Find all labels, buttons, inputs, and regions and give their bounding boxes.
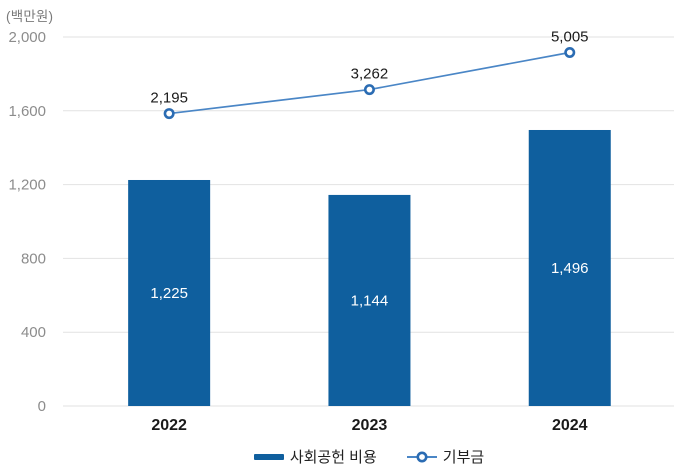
bar-swatch-icon bbox=[253, 453, 284, 460]
x-axis-label-2022: 2022 bbox=[151, 417, 187, 434]
donation-line bbox=[169, 51, 570, 115]
line-marker bbox=[564, 46, 576, 58]
line-series: 2,195 3,262 5,005 bbox=[150, 28, 589, 120]
legend-label-donation: 기부금 bbox=[442, 449, 485, 466]
line-value-label: 5,005 bbox=[551, 28, 589, 45]
line-value-label: 3,262 bbox=[351, 66, 389, 83]
bar-2024 bbox=[528, 129, 611, 406]
bar-2023 bbox=[328, 194, 411, 406]
y-tick-label: 0 bbox=[38, 398, 46, 415]
line-value-label: 2,195 bbox=[150, 90, 188, 107]
legend-item-social-contribution: 사회공헌 비용 bbox=[253, 446, 377, 467]
bar-value-label: 1,144 bbox=[351, 292, 389, 309]
y-tick-label: 2,000 bbox=[8, 29, 46, 46]
legend: 사회공헌 비용 기부금 bbox=[0, 446, 674, 467]
y-tick-label: 1,200 bbox=[8, 177, 46, 194]
line-marker-icon bbox=[406, 451, 437, 462]
y-axis-unit-label: (백만원) bbox=[6, 9, 54, 24]
line-marker bbox=[163, 108, 175, 120]
legend-item-donation: 기부금 bbox=[406, 446, 485, 467]
legend-label-social-contribution: 사회공헌 비용 bbox=[289, 449, 377, 466]
x-axis-label-2023: 2023 bbox=[352, 417, 388, 434]
x-axis-labels: 2022 2023 2024 bbox=[151, 417, 587, 434]
chart-plot: 0 400 800 1,200 1,600 2,000 1,225 1,144 1,496 2… bbox=[8, 28, 674, 434]
bar-value-label: 1,496 bbox=[551, 260, 589, 277]
bar-value-label: 1,225 bbox=[150, 285, 188, 302]
y-tick-label: 1,600 bbox=[8, 103, 46, 120]
line-marker bbox=[363, 84, 375, 96]
bar-series: 1,225 1,144 1,496 bbox=[128, 129, 611, 406]
x-axis-label-2024: 2024 bbox=[552, 417, 588, 434]
y-tick-label: 400 bbox=[21, 324, 46, 341]
bar-2022 bbox=[128, 179, 211, 406]
y-tick-label: 800 bbox=[21, 250, 46, 267]
y-axis-tick-labels: 0 400 800 1,200 1,600 2,000 bbox=[8, 29, 46, 415]
